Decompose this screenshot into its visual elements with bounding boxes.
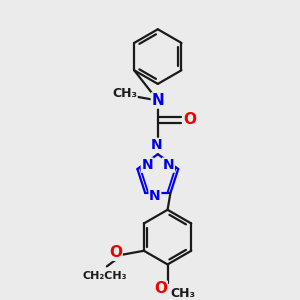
Text: CH₂CH₃: CH₂CH₃: [82, 271, 127, 281]
Text: O: O: [109, 245, 122, 260]
Text: N: N: [152, 93, 164, 108]
Text: N: N: [151, 138, 163, 152]
Text: O: O: [184, 112, 196, 127]
Text: N: N: [141, 158, 153, 172]
Text: O: O: [154, 281, 167, 296]
Text: N: N: [163, 158, 174, 172]
Text: N: N: [149, 189, 161, 203]
Text: CH₃: CH₃: [112, 87, 137, 100]
Text: CH₃: CH₃: [171, 287, 196, 300]
